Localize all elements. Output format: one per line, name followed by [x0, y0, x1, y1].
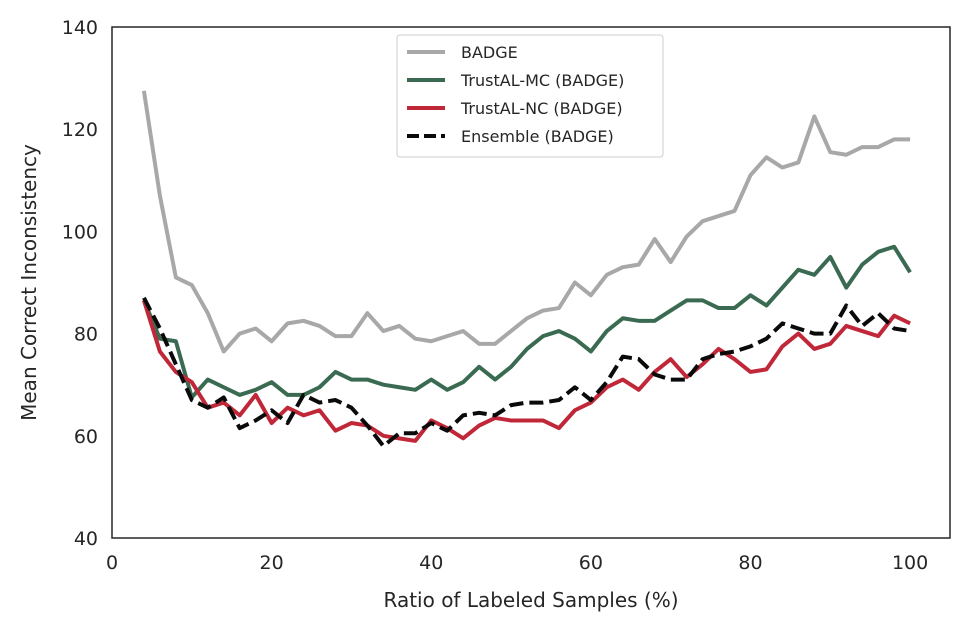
legend-box	[396, 34, 664, 158]
y-tick-label-4: 120	[62, 119, 98, 141]
y-tick-label-3: 100	[62, 221, 98, 243]
y-axis-label: Mean Correct Inconsistency	[17, 144, 41, 421]
x-tick-label-4: 80	[738, 552, 762, 574]
y-tick-label-0: 40	[74, 528, 98, 550]
legend-label-0: BADGE	[461, 43, 518, 62]
y-tick-label-2: 80	[74, 324, 98, 346]
series-layer	[141, 90, 912, 449]
plot-area-frame	[111, 26, 951, 539]
x-axis-label: Ratio of Labeled Samples (%)	[383, 588, 678, 612]
legend-label-2: TrustAL-NC (BADGE)	[460, 99, 623, 118]
x-tick-label-3: 60	[579, 552, 603, 574]
x-tick-label-2: 40	[419, 552, 443, 574]
series-line-0	[141, 90, 911, 354]
ticks-layer: 0 20 40 60 80 100 40 60 80 100 120 140	[62, 17, 928, 574]
legend-label-3: Ensemble (BADGE)	[461, 127, 614, 146]
legend: BADGE TrustAL-MC (BADGE) TrustAL-NC (BADGE…	[396, 34, 664, 158]
x-tick-label-5: 100	[892, 552, 928, 574]
x-tick-label-0: 0	[106, 552, 118, 574]
legend-label-1: TrustAL-MC (BADGE)	[460, 71, 624, 90]
series-line-3	[142, 296, 911, 449]
series-line-2	[142, 299, 911, 443]
series-line-1	[142, 244, 912, 400]
y-tick-label-1: 60	[74, 426, 98, 448]
y-tick-label-5: 140	[62, 17, 98, 39]
x-tick-label-1: 20	[260, 552, 284, 574]
